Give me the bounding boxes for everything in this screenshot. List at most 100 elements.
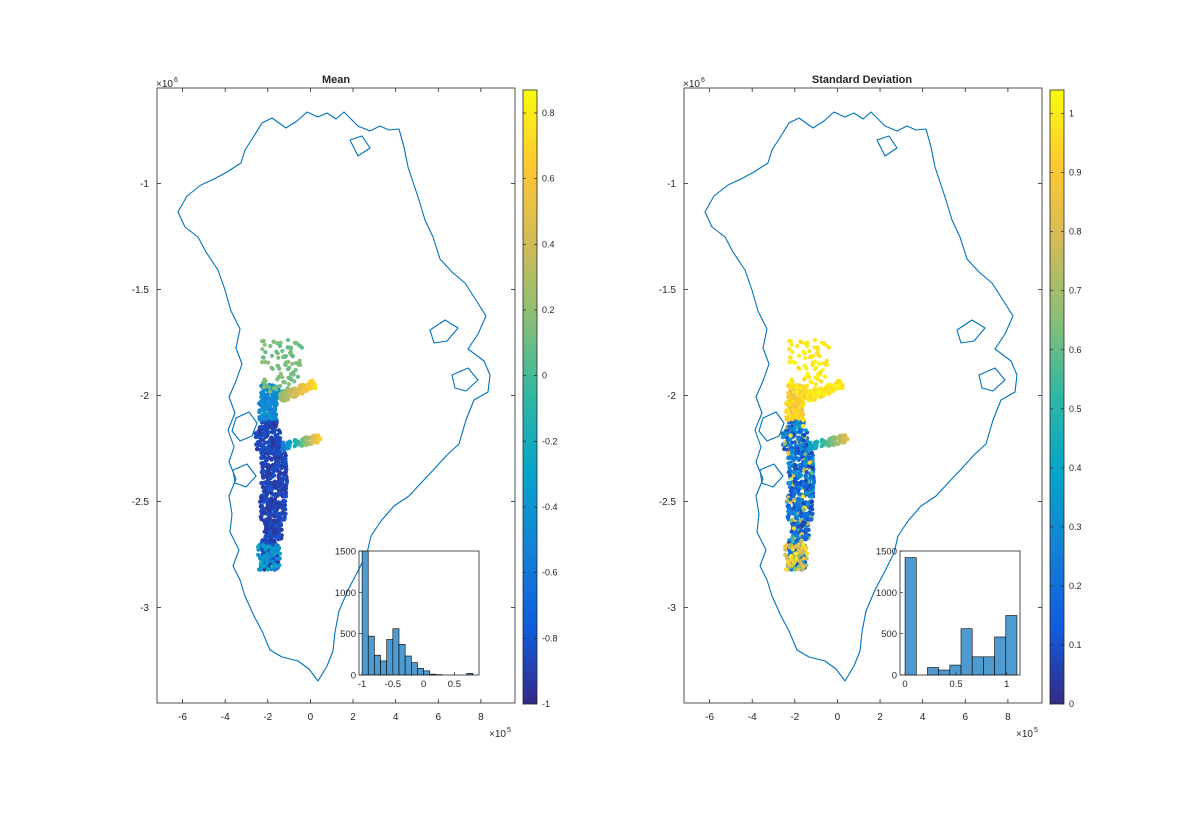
- std-colorbar-tick-label: 0.8: [1069, 227, 1082, 237]
- mean-x-tick-label: 8: [478, 712, 484, 723]
- mean-histogram-x-tick-label: -0.5: [385, 679, 401, 690]
- scatter-point: [787, 514, 791, 518]
- scatter-point: [276, 516, 280, 520]
- mean-colorbar-tick-label: 0.2: [542, 305, 555, 315]
- fjord-outline: [350, 136, 370, 156]
- scatter-point: [257, 567, 261, 571]
- scatter-point: [274, 494, 278, 498]
- mean-x-tick-label: -2: [263, 712, 272, 723]
- scatter-point: [816, 346, 820, 350]
- scatter-point: [797, 417, 801, 421]
- scatter-point: [283, 471, 287, 475]
- mean-y-ticks: -1-1.5-2-2.5-3: [132, 179, 515, 614]
- scatter-point: [807, 455, 811, 459]
- scatter-point: [803, 356, 807, 360]
- scatter-point: [794, 447, 798, 451]
- std-colorbar: 10.90.80.70.60.50.40.30.20.10: [1050, 90, 1082, 709]
- scatter-point: [276, 461, 280, 465]
- scatter-point: [788, 543, 792, 547]
- std-histogram-bar: [983, 657, 994, 675]
- scatter-point: [790, 343, 794, 347]
- std-colorbar-tick-label: 0.7: [1069, 286, 1082, 296]
- scatter-point: [788, 473, 792, 477]
- scatter-point: [291, 354, 295, 358]
- scatter-point: [783, 442, 787, 446]
- scatter-point: [790, 350, 794, 354]
- scatter-point: [288, 440, 292, 444]
- mean-histogram-y-tick-label: 0: [351, 671, 356, 682]
- scatter-point: [809, 394, 813, 398]
- mean-colorbar-tick-label: -0.6: [542, 568, 558, 578]
- scatter-point: [792, 493, 796, 497]
- scatter-point: [277, 546, 281, 550]
- scatter-point: [844, 436, 848, 440]
- scatter-point: [274, 535, 278, 539]
- scatter-point: [789, 433, 793, 437]
- scatter-point: [814, 382, 818, 386]
- scatter-point: [267, 544, 271, 548]
- std-y-tick-label: -2.5: [659, 497, 677, 508]
- scatter-point: [260, 514, 264, 518]
- scatter-point: [274, 350, 278, 354]
- fjord-outline: [232, 412, 257, 441]
- scatter-point: [801, 543, 805, 547]
- std-x-tick-label: -2: [790, 712, 799, 723]
- scatter-point: [278, 344, 282, 348]
- scatter-point: [261, 402, 265, 406]
- scatter-point: [272, 466, 276, 470]
- scatter-point: [261, 497, 265, 501]
- scatter-point: [801, 520, 805, 524]
- std-y-tick-label: -1: [667, 179, 676, 190]
- scatter-point: [793, 463, 797, 467]
- std-histogram-bar: [905, 558, 916, 675]
- scatter-point: [272, 539, 276, 543]
- scatter-point: [805, 344, 809, 348]
- std-histogram-bar: [972, 657, 983, 675]
- scatter-point: [787, 347, 791, 351]
- scatter-point: [257, 401, 261, 405]
- std-colorbar-tick-label: 0.5: [1069, 404, 1082, 414]
- scatter-point: [283, 500, 287, 504]
- scatter-point: [791, 489, 795, 493]
- scatter-point: [801, 387, 805, 391]
- scatter-point: [793, 567, 797, 571]
- scatter-point: [272, 340, 276, 344]
- scatter-point: [270, 417, 274, 421]
- scatter-point: [265, 493, 269, 497]
- scatter-point: [807, 464, 811, 468]
- scatter-point: [262, 519, 266, 523]
- scatter-point: [833, 438, 837, 442]
- scatter-point: [261, 473, 265, 477]
- scatter-point: [278, 397, 282, 401]
- scatter-point: [278, 552, 282, 556]
- svg-text:×10: ×10: [1016, 729, 1033, 740]
- std-x-tick-label: 2: [877, 712, 883, 723]
- scatter-point: [803, 516, 807, 520]
- scatter-point: [272, 447, 276, 451]
- scatter-point: [818, 354, 822, 358]
- scatter-point: [799, 408, 803, 412]
- scatter-point: [283, 485, 287, 489]
- std-histogram-bar: [939, 670, 950, 675]
- mean-title: Mean: [322, 74, 350, 86]
- scatter-point: [288, 376, 292, 380]
- scatter-point: [280, 349, 284, 353]
- mean-x-tick-label: -6: [178, 712, 187, 723]
- scatter-point: [274, 403, 278, 407]
- scatter-point: [274, 412, 278, 416]
- scatter-point: [297, 343, 301, 347]
- scatter-point: [289, 346, 293, 350]
- std-y-tick-label: -2: [667, 391, 676, 402]
- scatter-point: [287, 395, 291, 399]
- scatter-point: [267, 557, 271, 561]
- scatter-point: [278, 502, 282, 506]
- scatter-point: [836, 384, 840, 388]
- scatter-point: [808, 380, 812, 384]
- scatter-point: [794, 471, 798, 475]
- scatter-point: [280, 455, 284, 459]
- scatter-point: [271, 550, 275, 554]
- scatter-point: [812, 480, 816, 484]
- scatter-point: [802, 377, 806, 381]
- scatter-point: [794, 385, 798, 389]
